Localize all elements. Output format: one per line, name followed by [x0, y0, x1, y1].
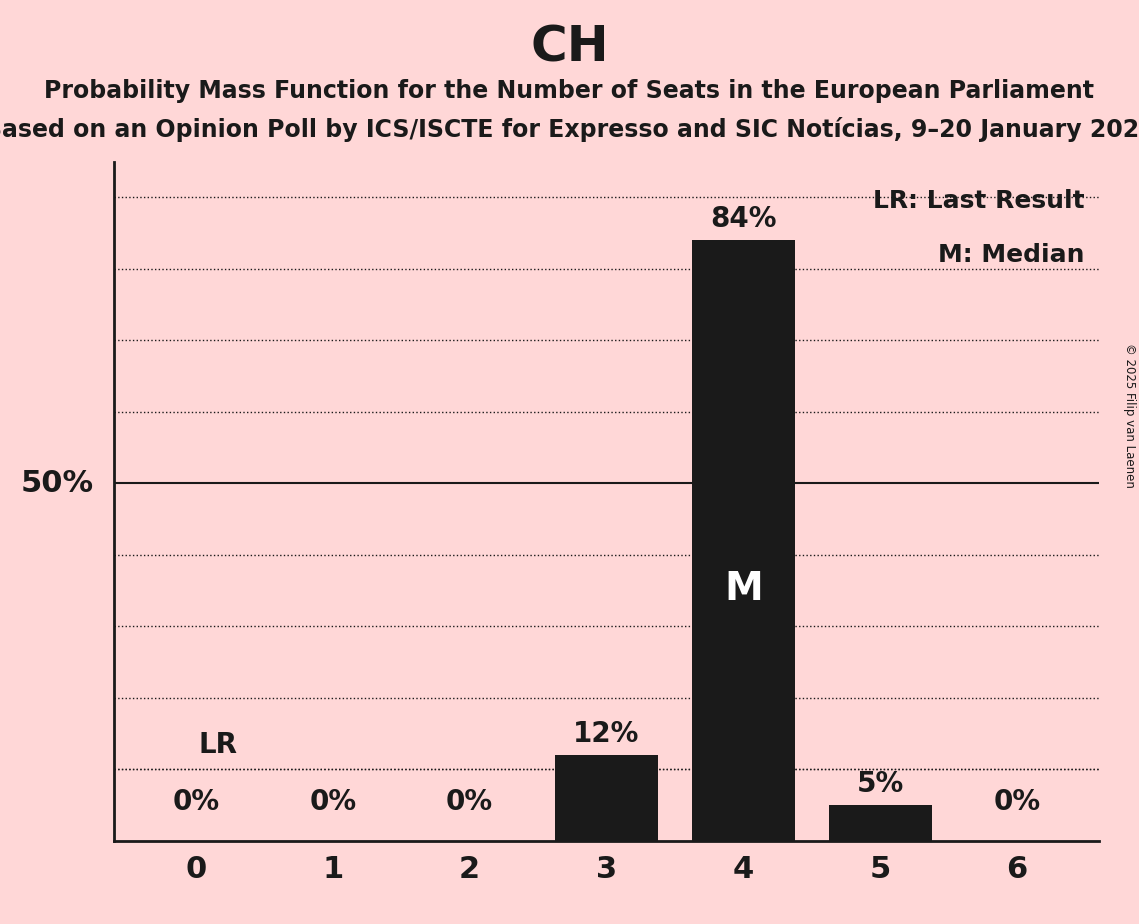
Text: 50%: 50% [21, 468, 93, 498]
Text: 84%: 84% [710, 205, 777, 233]
Text: M: Median: M: Median [937, 243, 1084, 267]
Text: CH: CH [530, 23, 609, 71]
Text: © 2025 Filip van Laenen: © 2025 Filip van Laenen [1123, 344, 1137, 488]
Text: 0%: 0% [310, 788, 357, 816]
Text: 0%: 0% [993, 788, 1041, 816]
Bar [693, 240, 795, 841]
Bar [829, 805, 932, 841]
Text: 5%: 5% [857, 770, 904, 798]
Bar [555, 755, 658, 841]
Text: LR: LR [198, 731, 238, 759]
Text: 0%: 0% [172, 788, 220, 816]
Text: M: M [724, 569, 763, 608]
Text: Probability Mass Function for the Number of Seats in the European Parliament: Probability Mass Function for the Number… [44, 79, 1095, 103]
Text: 12%: 12% [573, 720, 640, 748]
Text: Based on an Opinion Poll by ICS/ISCTE for Expresso and SIC Notícias, 9–20 Januar: Based on an Opinion Poll by ICS/ISCTE fo… [0, 117, 1139, 142]
Text: LR: Last Result: LR: Last Result [872, 188, 1084, 213]
Text: 0%: 0% [446, 788, 493, 816]
